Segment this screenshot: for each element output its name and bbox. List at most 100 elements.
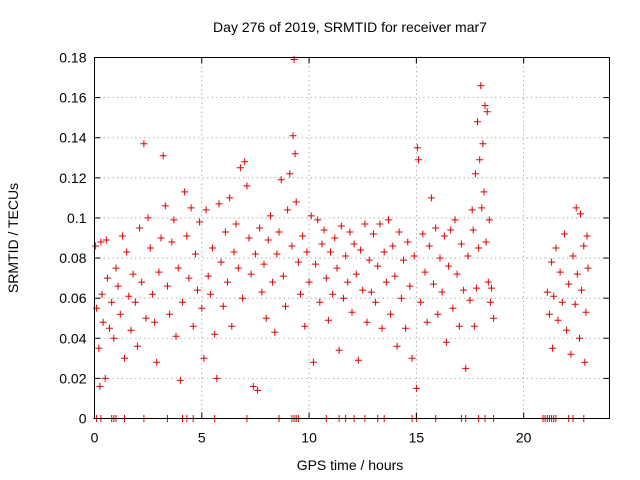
data-point [473,284,480,292]
gridlines [94,57,610,419]
data-point [312,260,319,268]
data-point [172,332,180,340]
data-point [116,310,124,318]
data-point [209,244,216,252]
data-point [548,258,556,266]
data-point [301,322,309,330]
data-point [224,278,231,286]
data-point [434,310,442,318]
data-point [464,252,472,260]
data-point [335,346,343,354]
data-point [350,240,358,248]
data-point [97,238,105,246]
data-point [271,328,279,336]
data-point [483,108,491,116]
x-tick-label: 10 [301,430,317,446]
chart-title: Day 276 of 2019, SRMTID for receiver mar… [213,19,487,35]
data-point [133,342,141,350]
x-tick-label: 15 [409,430,425,446]
data-point [118,232,126,240]
data-point [404,238,412,246]
data-point [583,232,591,240]
data-point [406,282,414,290]
plot-frame [94,57,610,419]
data-point [309,358,317,366]
data-point [269,278,277,286]
data-point [344,278,352,286]
data-point [543,288,551,296]
data-point [572,204,580,212]
data-point [159,152,167,160]
data-point [480,188,488,196]
data-point [258,288,266,296]
data-point [432,224,440,232]
data-point [455,322,463,330]
data-point [374,262,382,270]
data-point [189,322,197,330]
data-point [427,194,435,202]
data-point [322,274,330,282]
data-point [267,212,274,220]
data-point [577,210,584,218]
data-point [367,288,375,296]
x-tick-labels: 0 5 10 15 20 [91,430,532,446]
data-point [469,226,477,234]
data-point [194,286,201,294]
data-point [477,82,485,90]
data-point [198,304,206,312]
x-tick-label: 0 [91,430,99,446]
data-point [243,182,251,190]
data-point [289,132,297,140]
data-point [395,228,403,236]
y-axis-label: SRMTID / TECUs [5,183,21,293]
data-point [241,158,249,166]
data-point [445,262,453,270]
data-point [200,354,208,362]
data-point [573,270,581,278]
data-point [457,240,465,248]
data-point [232,220,240,228]
data-point [277,176,285,184]
y-tick-labels: 0 0.02 0.04 0.06 0.08 0.1 0.12 0.14 0.16 0.18 [59,50,86,427]
data-point [164,282,171,290]
data-point [103,274,111,282]
data-point [236,164,244,172]
data-point [565,280,573,288]
data-point [234,264,242,272]
data-point [554,316,562,324]
data-point [436,254,444,262]
data-point [183,232,191,240]
data-point [391,272,399,280]
data-point [451,216,459,224]
y-tick-label: 0.14 [59,130,86,146]
data-point [400,256,407,264]
data-point [136,224,144,232]
data-point [102,236,110,244]
data-point [357,246,365,254]
data-point [166,310,174,318]
data-point [138,278,146,286]
data-point [226,194,234,202]
data-point [101,374,109,382]
data-point [221,228,229,236]
data-point [449,304,457,312]
data-point [584,264,592,272]
data-point [251,250,259,258]
data-point [282,302,289,310]
data-point [320,226,328,234]
data-point [230,248,238,256]
data-point [108,298,116,306]
data-point [417,298,425,306]
y-tick-label: 0.12 [59,170,86,186]
data-point [549,344,557,352]
data-point [148,290,156,298]
data-point [204,272,212,280]
data-point [363,318,371,326]
data-point [484,278,492,286]
data-point [294,258,302,266]
data-point [430,280,437,288]
data-point [370,230,377,238]
data-point [106,324,113,332]
data-point [131,298,139,306]
